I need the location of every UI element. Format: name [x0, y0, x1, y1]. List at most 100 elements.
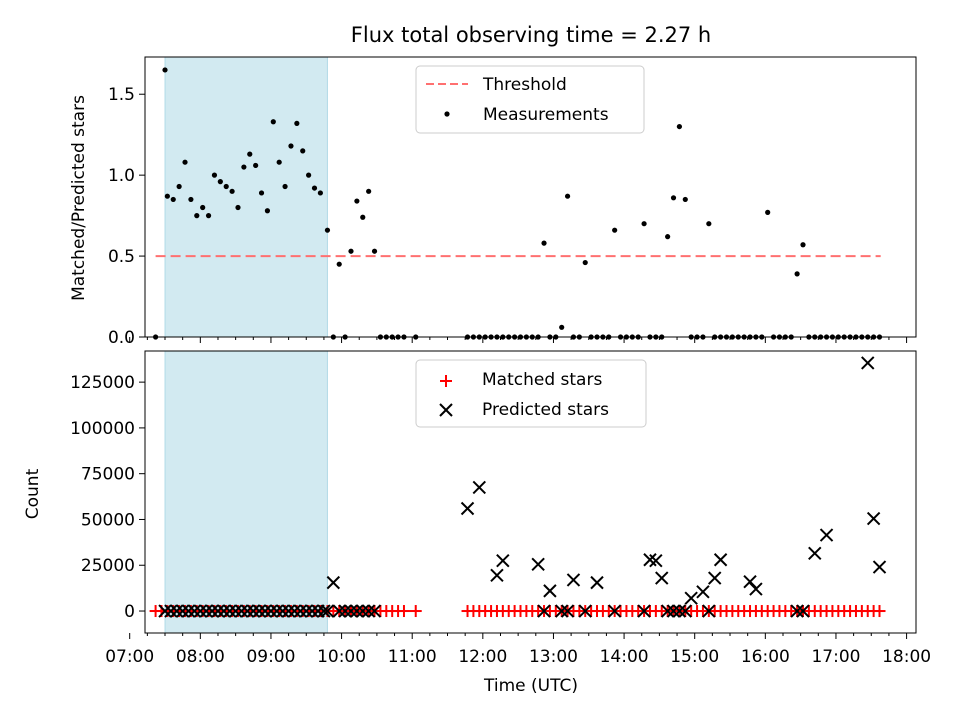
predicted-star-point — [228, 604, 243, 618]
predicted-star-point — [708, 571, 722, 585]
x-tick-label: 10:00 — [317, 647, 366, 667]
measurement-point — [371, 248, 378, 254]
measurement-point — [182, 159, 188, 165]
predicted-star-point — [537, 604, 551, 618]
predicted-star-point — [649, 553, 663, 568]
measurement-point — [348, 248, 354, 254]
x-tick-label: 14:00 — [600, 647, 649, 667]
bottom-y-tick-label: 0 — [124, 602, 135, 622]
predicted-star-point — [293, 604, 308, 618]
measurement-point — [665, 234, 671, 240]
predicted-star-point — [796, 604, 810, 618]
measurement-point — [170, 196, 176, 203]
measurement-point — [176, 183, 182, 190]
predicted-star-point — [350, 604, 364, 618]
top-y-tick-label: 0.5 — [108, 247, 135, 267]
measurement-point — [306, 172, 312, 178]
top-legend-box — [415, 65, 645, 134]
top-y-tick-label: 1.5 — [108, 85, 135, 105]
measurement-point — [794, 271, 800, 277]
predicted-star-point — [361, 604, 376, 618]
predicted-star-point — [193, 604, 208, 618]
predicted-star-point — [684, 591, 698, 605]
legend-matched-swatch — [440, 375, 452, 387]
measurement-point — [324, 227, 331, 233]
measurement-point — [541, 240, 547, 246]
predicted-star-point — [808, 546, 822, 561]
predicted-star-point — [866, 511, 881, 526]
measurement-point — [670, 195, 677, 201]
predicted-star-point — [234, 604, 249, 618]
bottom-legend-box — [415, 359, 647, 428]
measurement-point — [253, 162, 259, 169]
predicted-star-point — [566, 573, 581, 587]
measurement-point — [366, 188, 372, 194]
predicted-star-point — [246, 604, 261, 618]
count-points — [149, 356, 887, 618]
measurement-point — [706, 221, 712, 227]
predicted-star-point — [496, 553, 510, 568]
predicted-star-point — [187, 604, 202, 618]
bottom-axes-frame — [144, 350, 917, 634]
x-tick-label: 12:00 — [458, 647, 507, 667]
matched-star-point — [409, 605, 422, 618]
x-tick-label: 09:00 — [246, 647, 295, 667]
measurement-point — [559, 324, 565, 330]
legend-threshold-label: Threshold — [482, 75, 567, 95]
measurement-point — [258, 190, 265, 196]
predicted-star-point — [320, 604, 335, 618]
measurement-point — [564, 193, 571, 199]
bottom-y-tick-label: 125000 — [70, 373, 135, 393]
measurement-point — [676, 123, 683, 130]
bottom-y-tick-label: 75000 — [81, 465, 135, 485]
measurement-point — [241, 164, 247, 170]
predicted-star-point — [317, 604, 331, 618]
x-tick-label: 16:00 — [741, 647, 790, 667]
predicted-star-point — [554, 604, 569, 618]
predicted-star-point — [252, 604, 266, 618]
predicted-star-point — [205, 604, 219, 618]
measurement-point — [194, 213, 200, 219]
predicted-star-point — [181, 604, 196, 618]
measurement-point — [765, 209, 771, 215]
x-tick-label: 18:00 — [882, 647, 931, 667]
predicted-star-point — [170, 604, 184, 618]
predicted-star-point — [311, 604, 325, 618]
x-tick-label: 08:00 — [176, 647, 225, 667]
predicted-star-point — [356, 604, 370, 618]
measurement-point — [235, 204, 241, 211]
top-y-tick-label: 1.0 — [108, 166, 135, 186]
predicted-star-point — [211, 604, 225, 618]
x-tick-label: 13:00 — [529, 647, 578, 667]
measurement-point — [800, 242, 806, 248]
x-tick-label: 11:00 — [388, 647, 437, 667]
predicted-star-point — [543, 584, 557, 598]
matched-star-point — [873, 605, 886, 618]
measurement-point — [217, 179, 223, 185]
measurement-point — [205, 213, 212, 219]
predicted-star-point — [175, 604, 190, 618]
predicted-star-point — [344, 604, 358, 618]
measurement-point — [211, 172, 218, 178]
legend-matched-label: Matched stars — [482, 370, 602, 390]
predicted-star-point — [287, 604, 302, 618]
top-y-axis: 0.0 0.5 1.0 1.5 — [108, 85, 145, 348]
x-tick-label: 17:00 — [811, 647, 860, 667]
bottom-y-axis: 0 25000 50000 75000 100000 125000 — [70, 373, 145, 622]
measurement-point — [582, 259, 588, 266]
predicted-star-point — [672, 604, 687, 618]
predicted-star-point — [217, 604, 231, 618]
predicted-star-point — [607, 604, 622, 618]
x-axis-label: Time (UTC) — [483, 676, 578, 696]
bottom-y-axis-label: Count — [23, 468, 43, 519]
predicted-star-point — [531, 557, 545, 572]
measurement-point — [311, 185, 318, 191]
predicted-star-point — [472, 480, 487, 495]
measurement-point — [200, 204, 206, 211]
measurement-point — [188, 196, 194, 203]
measurement-point — [641, 221, 647, 227]
predicted-star-point — [666, 604, 681, 618]
bottom-x-axis: 07:00 08:00 09:00 10:00 11:00 12:00 13:00 14:00… — [105, 633, 931, 667]
x-tick-label: 15:00 — [670, 647, 719, 667]
predicted-star-point — [702, 604, 716, 618]
